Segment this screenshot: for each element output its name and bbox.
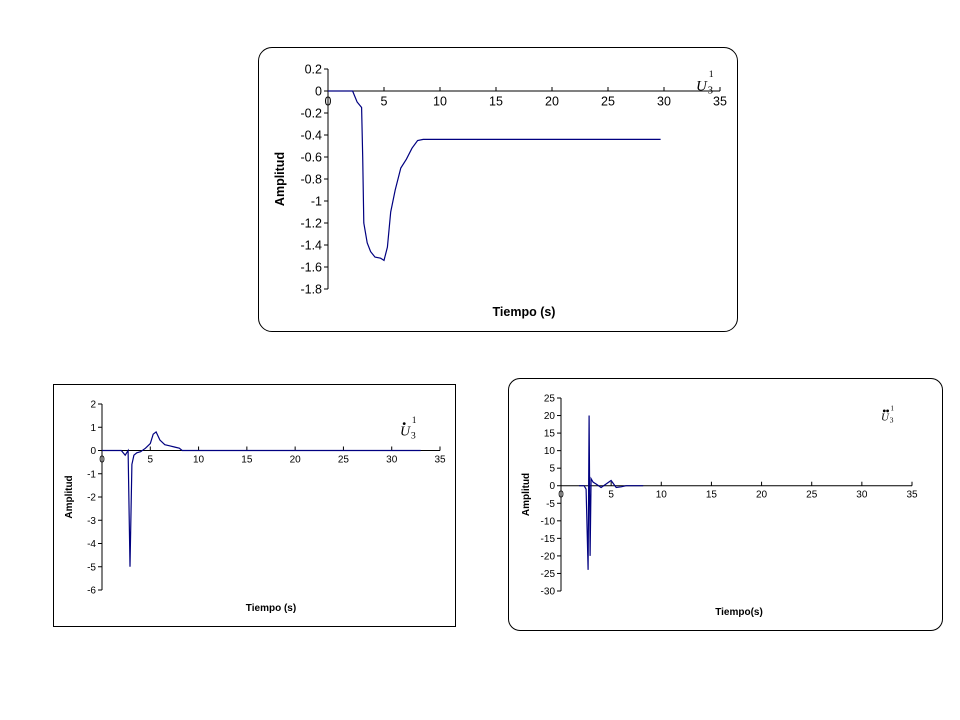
y-tick-label: -3: [87, 516, 96, 527]
x-tick-label: 5: [148, 455, 154, 466]
x-tick-label: 0: [99, 455, 105, 466]
x-tick-label: 5: [381, 95, 388, 109]
x-tick-label: 25: [338, 455, 350, 466]
y-tick-label: 25: [544, 394, 556, 405]
y-tick-label: -15: [541, 534, 556, 545]
x-tick-label: 20: [290, 455, 302, 466]
y-tick-label: -1: [87, 469, 96, 480]
y-tick-label: -1.8: [300, 282, 322, 296]
legend-dot: [402, 422, 406, 425]
y-tick-label: -1: [311, 194, 322, 208]
y-axis-title: Amplitud: [521, 473, 532, 516]
x-tick-label: 5: [608, 490, 614, 501]
legend-superscript: 1: [890, 404, 894, 412]
legend-symbol: U: [881, 411, 890, 423]
legend-dot: [882, 409, 886, 413]
x-tick-label: 10: [433, 95, 447, 109]
series-line: [328, 90, 661, 262]
x-tick-label: 25: [601, 95, 615, 109]
x-tick-label: 20: [545, 95, 559, 109]
x-tick-label: 10: [193, 455, 205, 466]
legend-superscript: 1: [709, 69, 714, 80]
x-tick-label: 0: [558, 490, 564, 501]
legend-symbol: U: [400, 425, 411, 440]
chart-svg-u3: 0.20-0.2-0.4-0.6-0.8-1-1.2-1.4-1.6-1.80 5…: [273, 62, 727, 319]
y-tick-label: 20: [544, 411, 556, 422]
chart-panel-u3-ddot: 25 20 15 10 5 0 -5 -10 -15 -20 -25 -30 0 5 10 15 20 25 30 3…: [508, 378, 943, 631]
y-tick-label: 0.2: [305, 62, 322, 76]
x-tick-label: 20: [756, 490, 768, 501]
x-tick-label: 30: [856, 490, 868, 501]
y-tick-label: -6: [87, 586, 96, 597]
y-tick-label: -20: [541, 551, 556, 562]
y-tick-label: 5: [549, 464, 555, 475]
legend-symbol: U: [696, 78, 708, 94]
x-tick-label: 10: [656, 490, 668, 501]
x-tick-label: 15: [241, 455, 253, 466]
y-tick-label: 0: [315, 84, 322, 98]
y-tick-label: 2: [90, 400, 96, 411]
y-tick-label: -5: [546, 499, 555, 510]
y-tick-label: -10: [541, 516, 556, 527]
x-tick-label: 0: [325, 95, 332, 109]
y-tick-label: -2: [87, 493, 96, 504]
y-axis-title: Amplitud: [64, 475, 75, 518]
series-line: [579, 415, 644, 570]
x-tick-label: 35: [713, 95, 727, 109]
y-tick-label: 0: [549, 481, 555, 492]
x-tick-label: 35: [906, 490, 918, 501]
legend-dot: [886, 409, 889, 413]
y-tick-label: 1: [90, 423, 96, 434]
legend-subscript: 3: [708, 85, 713, 96]
y-tick-label: -0.6: [300, 150, 322, 164]
x-axis-title: Tiempo (s): [246, 603, 296, 614]
chart-panel-u3-dot: 2 1 0 -1 -2 -3 -4 -5 -6 0 5 10 15 20 25 30 35 Tiempo (s) A…: [53, 384, 456, 627]
y-tick-label: -0.8: [300, 172, 322, 186]
y-tick-label: -1.6: [300, 260, 322, 274]
legend-subscript: 3: [890, 415, 894, 424]
y-tick-label: -4: [87, 539, 96, 550]
y-tick-label: -5: [87, 562, 96, 573]
legend-subscript: 3: [411, 430, 416, 441]
x-axis-title: Tiempo(s): [715, 607, 763, 618]
x-tick-label: 35: [434, 455, 446, 466]
y-tick-label: -30: [541, 587, 556, 598]
x-tick-label: 30: [386, 455, 398, 466]
y-tick-label: -1.2: [300, 216, 322, 230]
x-tick-label: 15: [489, 95, 503, 109]
chart-panel-u3: 0.2 0 -0.2 -0.4 -0.6 -0.8 -1 -1.2 -1.4 -1.6 -1.8 0 5…: [258, 47, 738, 332]
y-tick-label: 0: [90, 446, 96, 457]
series-line: [102, 430, 421, 567]
y-tick-label: 15: [544, 429, 556, 440]
x-tick-label: 15: [706, 490, 718, 501]
y-tick-label: -0.4: [300, 128, 322, 142]
legend-superscript: 1: [412, 415, 417, 425]
y-axis-title: Amplitud: [273, 152, 287, 206]
x-axis-title: Tiempo (s): [493, 305, 556, 319]
y-tick-label: 10: [544, 446, 556, 457]
y-tick-label: -1.4: [300, 238, 322, 252]
x-tick-label: 30: [657, 95, 671, 109]
y-tick-label: -0.2: [300, 106, 322, 120]
x-tick-label: 25: [806, 490, 818, 501]
y-tick-label: -25: [541, 569, 556, 580]
